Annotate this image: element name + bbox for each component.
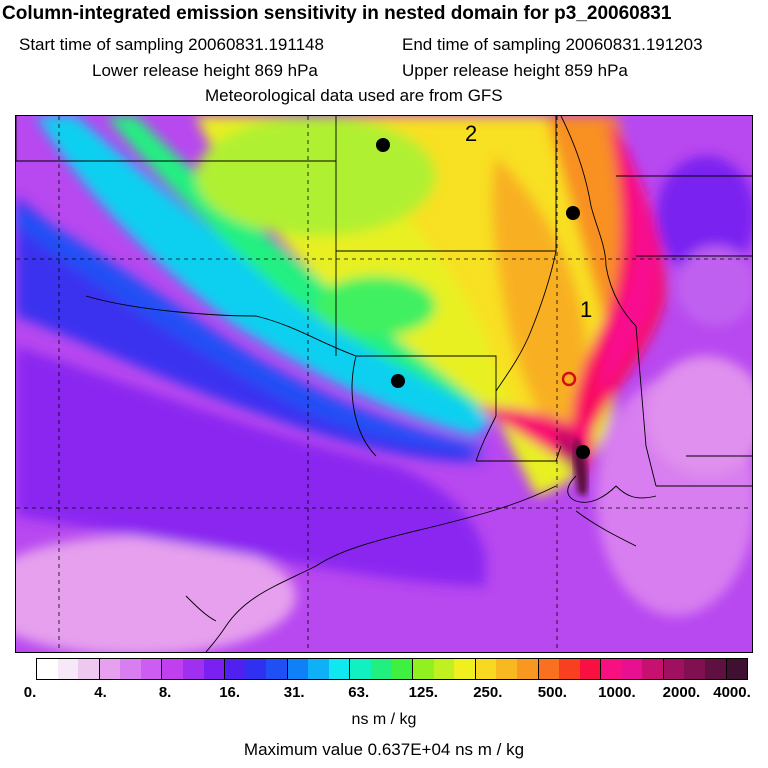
colorbar-segment [621, 659, 643, 679]
colorbar-segment [245, 659, 267, 679]
release-marker [566, 206, 580, 220]
colorbar-segment [57, 659, 79, 679]
colorbar-segment [559, 659, 580, 679]
colorbar-segment [162, 659, 183, 679]
colorbar-segment [120, 659, 141, 679]
colorbar-segment [684, 659, 705, 679]
colorbar-segment [538, 659, 560, 679]
graticule [16, 116, 752, 652]
colorbar-segment [516, 659, 539, 679]
colorbar-segment [371, 659, 392, 679]
met-data-label: Meteorological data used are from GFS [205, 86, 503, 105]
colorbar-segment [203, 659, 226, 679]
colorbar-segment [266, 659, 288, 679]
colorbar-segment [496, 659, 517, 679]
colorbar-segment [579, 659, 602, 679]
colorbar-ticks: 0. 4. 8. 16. 31. 63. 125. 250. 500. 1000. 2000. 400… [0, 684, 768, 704]
colorbar-segment [413, 659, 434, 679]
colorbar-segment [601, 659, 622, 679]
colorbar-segment [182, 659, 204, 679]
colorbar-tick-label: 16. [219, 684, 241, 701]
colorbar-segment [287, 659, 309, 679]
colorbar-segment [663, 659, 685, 679]
colorbar-segment [350, 659, 371, 679]
colorbar-tick-label: 500. [537, 684, 567, 701]
state-borders [16, 116, 752, 487]
colorbar-tick-label: 4. [94, 684, 107, 701]
colorbar-tick-label: 0. [23, 684, 37, 701]
colorbar-segment [99, 659, 121, 679]
colorbar-segment [140, 659, 163, 679]
map-label-1: 1 [580, 297, 592, 322]
colorbar [36, 658, 748, 680]
sampling-marker [561, 371, 577, 387]
start-time-label: Start time of sampling 20060831.191148 [19, 35, 324, 54]
colorbar-tick-label: 1000. [598, 684, 636, 701]
upper-release-label: Upper release height 859 hPa [402, 61, 628, 80]
colorbar-segment [37, 659, 58, 679]
colorbar-tick-label: 63. [348, 684, 370, 701]
colorbar-segment [433, 659, 455, 679]
colorbar-segment [225, 659, 246, 679]
colorbar-segment [475, 659, 497, 679]
lower-release-label: Lower release height 869 hPa [92, 61, 318, 80]
map-label-2: 2 [465, 121, 477, 146]
colorbar-tick-label: 125. [408, 684, 438, 701]
colorbar-segment [308, 659, 329, 679]
maximum-value-label: Maximum value 0.637E+04 ns m / kg [243, 740, 525, 759]
coastline [185, 475, 657, 652]
colorbar-segment [78, 659, 100, 679]
release-marker [576, 445, 590, 459]
colorbar-units: ns m / kg [351, 711, 417, 728]
release-marker [391, 374, 405, 388]
colorbar-segment [454, 659, 476, 679]
colorbar-segment [328, 659, 351, 679]
colorbar-tick-label: 250. [473, 684, 503, 701]
release-marker [376, 138, 390, 152]
colorbar-tick-label: 2000. [662, 684, 701, 701]
colorbar-segment [642, 659, 664, 679]
colorbar-segment [726, 659, 748, 679]
colorbar-segment [391, 659, 414, 679]
colorbar-tick-label: 4000. [713, 684, 751, 701]
end-time-label: End time of sampling 20060831.191203 [402, 35, 703, 54]
colorbar-tick-label: 8. [158, 684, 172, 701]
chart-title: Column-integrated emission sensitivity i… [2, 3, 672, 24]
colorbar-tick-label: 31. [283, 684, 305, 701]
sensitivity-map: 2 1 [15, 115, 753, 653]
colorbar-segment [705, 659, 727, 679]
